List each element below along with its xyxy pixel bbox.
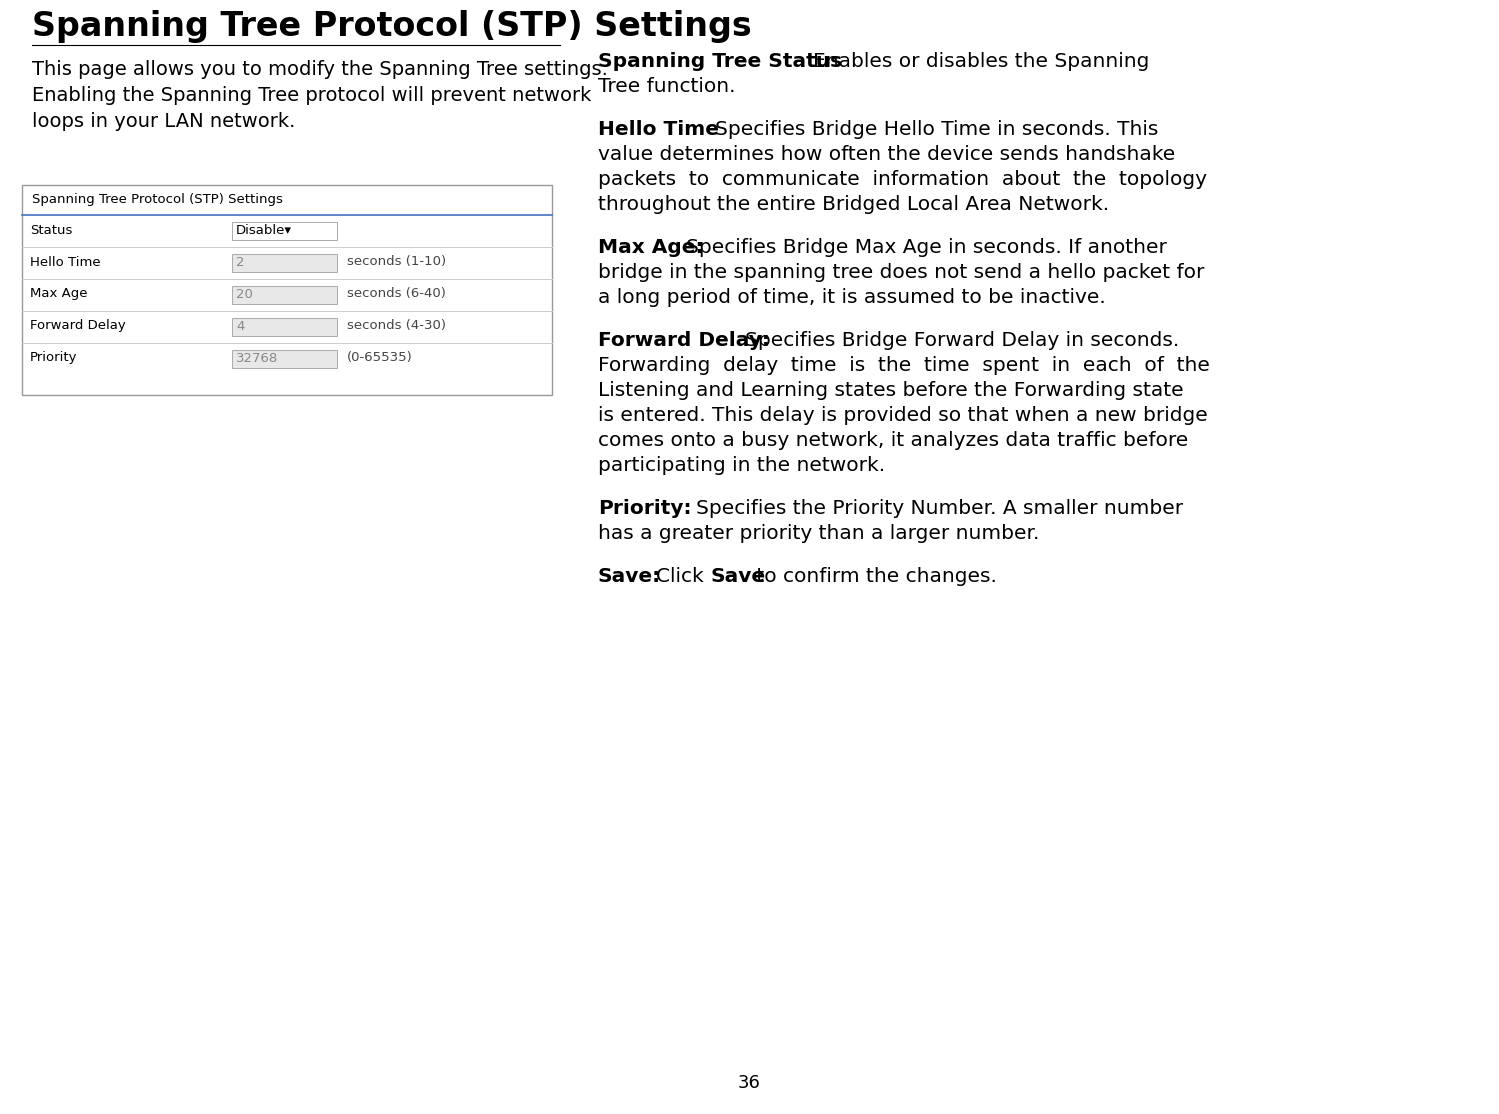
- Text: Priority: Priority: [30, 352, 78, 364]
- Text: Specifies Bridge Forward Delay in seconds.: Specifies Bridge Forward Delay in second…: [745, 331, 1180, 350]
- Text: This page allows you to modify the Spanning Tree settings.: This page allows you to modify the Spann…: [31, 60, 609, 79]
- Text: Specifies Bridge Hello Time in seconds. This: Specifies Bridge Hello Time in seconds. …: [715, 120, 1157, 139]
- Text: value determines how often the device sends handshake: value determines how often the device se…: [598, 145, 1175, 164]
- Text: Specifies the Priority Number. A smaller number: Specifies the Priority Number. A smaller…: [696, 499, 1183, 518]
- Text: seconds (1-10): seconds (1-10): [346, 255, 447, 268]
- Text: Tree function.: Tree function.: [598, 77, 736, 96]
- Text: seconds (6-40): seconds (6-40): [346, 287, 445, 301]
- Text: Forward Delay: Forward Delay: [30, 320, 126, 332]
- Text: Spanning Tree Protocol (STP) Settings: Spanning Tree Protocol (STP) Settings: [31, 10, 752, 43]
- Text: Enables or disables the Spanning: Enables or disables the Spanning: [812, 52, 1150, 71]
- Text: Listening and Learning states before the Forwarding state: Listening and Learning states before the…: [598, 381, 1184, 400]
- Bar: [22, 185, 552, 395]
- Text: Hello Time: Hello Time: [30, 255, 100, 268]
- Text: participating in the network.: participating in the network.: [598, 456, 884, 475]
- Text: Status: Status: [30, 224, 72, 236]
- Text: Hello Time: Hello Time: [598, 120, 720, 139]
- Text: a long period of time, it is assumed to be inactive.: a long period of time, it is assumed to …: [598, 289, 1106, 307]
- Text: Spanning Tree Status: Spanning Tree Status: [598, 52, 842, 71]
- Text: to confirm the changes.: to confirm the changes.: [750, 567, 997, 586]
- Text: Save:: Save:: [598, 567, 661, 586]
- Text: Click: Click: [657, 567, 711, 586]
- Text: Specifies Bridge Max Age in seconds. If another: Specifies Bridge Max Age in seconds. If …: [687, 238, 1166, 257]
- Text: (0-65535): (0-65535): [346, 352, 412, 364]
- Text: packets  to  communicate  information  about  the  topology: packets to communicate information about…: [598, 170, 1207, 189]
- Text: loops in your LAN network.: loops in your LAN network.: [31, 113, 295, 131]
- Text: Disable▾: Disable▾: [235, 224, 292, 236]
- Text: Max Age: Max Age: [30, 287, 87, 301]
- Bar: [232, 254, 337, 272]
- Text: Enabling the Spanning Tree protocol will prevent network: Enabling the Spanning Tree protocol will…: [31, 86, 592, 105]
- Text: bridge in the spanning tree does not send a hello packet for: bridge in the spanning tree does not sen…: [598, 263, 1204, 282]
- Text: Forward Delay:: Forward Delay:: [598, 331, 770, 350]
- Text: Spanning Tree Protocol (STP) Settings: Spanning Tree Protocol (STP) Settings: [31, 193, 283, 206]
- Text: 20: 20: [235, 287, 253, 301]
- Text: throughout the entire Bridged Local Area Network.: throughout the entire Bridged Local Area…: [598, 195, 1109, 214]
- Text: 36: 36: [738, 1074, 761, 1092]
- Text: Save: Save: [711, 567, 766, 586]
- Text: is entered. This delay is provided so that when a new bridge: is entered. This delay is provided so th…: [598, 405, 1208, 426]
- Text: Forwarding  delay  time  is  the  time  spent  in  each  of  the: Forwarding delay time is the time spent …: [598, 356, 1210, 375]
- Text: has a greater priority than a larger number.: has a greater priority than a larger num…: [598, 524, 1039, 543]
- Bar: [232, 317, 337, 336]
- Bar: [232, 222, 337, 240]
- Bar: [232, 286, 337, 304]
- Bar: [232, 350, 337, 368]
- Text: 2: 2: [235, 255, 244, 268]
- Text: seconds (4-30): seconds (4-30): [346, 320, 447, 332]
- Text: 32768: 32768: [235, 352, 279, 364]
- Text: Max Age:: Max Age:: [598, 238, 703, 257]
- Text: comes onto a busy network, it analyzes data traffic before: comes onto a busy network, it analyzes d…: [598, 431, 1189, 450]
- Text: Priority:: Priority:: [598, 499, 691, 518]
- Text: 4: 4: [235, 320, 244, 332]
